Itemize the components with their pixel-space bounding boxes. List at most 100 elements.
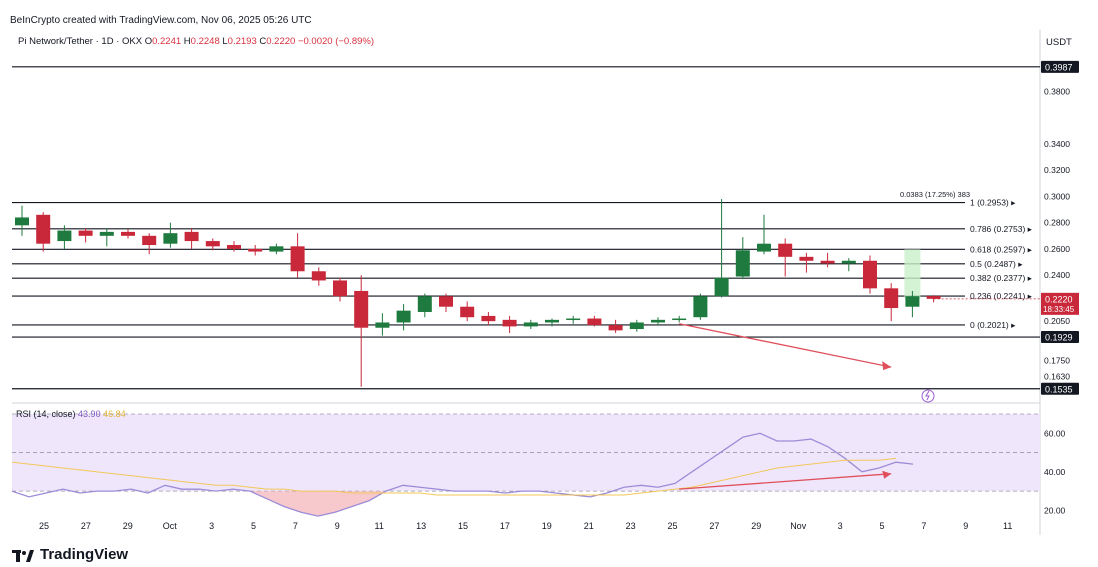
rsi-y-tick: 20.00 (1044, 505, 1066, 515)
rsi-ma-line (11, 457, 897, 496)
x-tick-label: 25 (667, 521, 677, 531)
candle-body (735, 250, 750, 277)
x-tick-label: 3 (209, 521, 214, 531)
candle-body (269, 246, 284, 252)
x-tick-label: 27 (81, 521, 91, 531)
y-tick-label: 0.3000 (1044, 191, 1070, 201)
candle-body (205, 241, 220, 247)
candle-body (608, 325, 623, 331)
rsi-value: 43.90 (78, 409, 101, 419)
candle-body (15, 217, 29, 226)
candle-body (57, 230, 72, 242)
change-value: −0.0020 (−0.89%) (297, 36, 375, 47)
candle-body (36, 214, 51, 244)
candle-body (163, 233, 178, 244)
x-tick-label: 9 (963, 521, 968, 531)
price-badge-label: 0.3987 (1045, 62, 1073, 72)
y-tick-label: 0.1750 (1044, 356, 1070, 366)
candle-body (227, 245, 241, 249)
symbol-name[interactable]: Pi Network/Tether · 1D · OKX (18, 36, 143, 47)
candle-body (714, 277, 729, 297)
candle-body (545, 319, 559, 323)
x-tick-label: 5 (879, 521, 884, 531)
price-badge (1041, 382, 1079, 395)
candle-body (290, 246, 305, 272)
rsi-y-tick: 60.00 (1044, 428, 1066, 438)
countdown-label: 18:33:45 (1043, 305, 1075, 314)
rsi-ma-value: 46.84 (103, 409, 126, 419)
candle-body (396, 310, 411, 323)
y-tick-label: 0.2400 (1044, 270, 1070, 280)
x-tick-label: 23 (626, 521, 636, 531)
candle-body (248, 248, 263, 252)
candle-body (863, 260, 877, 289)
candle-body (481, 315, 496, 322)
lightning-icon (925, 390, 930, 401)
candle-body (99, 231, 114, 236)
fib-level-label: 0 (0.2021) ▸ (970, 320, 1016, 330)
candle-body (184, 231, 199, 242)
x-tick-label: 13 (416, 521, 426, 531)
tradingview-mark-icon (12, 549, 34, 562)
candle-body (523, 322, 538, 327)
candle-body (566, 318, 581, 321)
candle-body (354, 290, 369, 328)
current-price-badge (1041, 292, 1079, 315)
x-tick-label: 29 (751, 521, 761, 531)
fib-level-label: 1 (0.2953) ▸ (970, 198, 1016, 208)
candle-body (693, 296, 708, 318)
y-tick-label: 0.2600 (1044, 244, 1070, 254)
x-tick-label: 5 (251, 521, 256, 531)
measure-label: 0.0383 (17.25%) 383 (900, 190, 970, 199)
x-tick-label: 21 (584, 521, 594, 531)
candle-body (778, 243, 793, 257)
candle-body (905, 296, 920, 307)
y-tick-label: 0.2050 (1044, 316, 1070, 326)
fib-level-label: 0.236 (0.2241) ▸ (970, 291, 1033, 301)
current-price-label: 0.2220 (1045, 294, 1073, 304)
y-tick-label: 0.3200 (1044, 165, 1070, 175)
candle-body (820, 260, 835, 264)
y-tick-label: 0.3800 (1044, 86, 1070, 96)
fib-level-label: 0.5 (0.2487) ▸ (970, 259, 1023, 269)
x-tick-label: 19 (542, 521, 552, 531)
rsi-legend: RSI (14, close) 43.90 46.84 (16, 409, 126, 419)
chart-credit: BeInCrypto created with TradingView.com,… (10, 15, 312, 26)
x-tick-label: Oct (163, 521, 178, 531)
x-tick-label: 11 (1003, 521, 1012, 531)
price-badge (1041, 331, 1079, 344)
arrow-head (882, 361, 892, 371)
rsi-y-tick: 40.00 (1044, 467, 1066, 477)
y-tick-label: 0.2800 (1044, 218, 1070, 228)
y-tick-label: 0.3400 (1044, 139, 1070, 149)
candle-body (460, 306, 475, 318)
tradingview-logo[interactable]: TradingView (12, 546, 128, 563)
price-badge (1041, 60, 1079, 73)
price-badge-label: 0.1929 (1045, 333, 1073, 343)
candle-body (417, 296, 432, 312)
candle-body (311, 271, 326, 281)
candle-body (333, 280, 347, 297)
fib-level-label: 0.382 (0.2377) ▸ (970, 273, 1033, 283)
open-value: 0.2241 (152, 36, 182, 47)
price-divergence-arrow (679, 323, 892, 368)
low-label: L (222, 36, 228, 47)
x-tick-label: 3 (838, 521, 843, 531)
alert-icon (921, 389, 935, 403)
candle-body (672, 318, 687, 321)
rsi-oversold-fill (233, 491, 403, 517)
candle-body (629, 322, 644, 330)
candle-body (439, 296, 453, 307)
candle-body (502, 319, 517, 327)
currency-label[interactable]: USDT (1046, 37, 1072, 48)
candle-body (841, 260, 856, 264)
x-tick-label: Nov (790, 521, 807, 531)
close-label: C (259, 36, 267, 47)
candle-body (375, 322, 390, 328)
rsi-title: RSI (14, close) (16, 409, 76, 419)
x-tick-label: 27 (709, 521, 719, 531)
candle-body (799, 256, 814, 261)
rsi-divergence-arrow (679, 473, 892, 490)
candle-body (587, 318, 602, 326)
